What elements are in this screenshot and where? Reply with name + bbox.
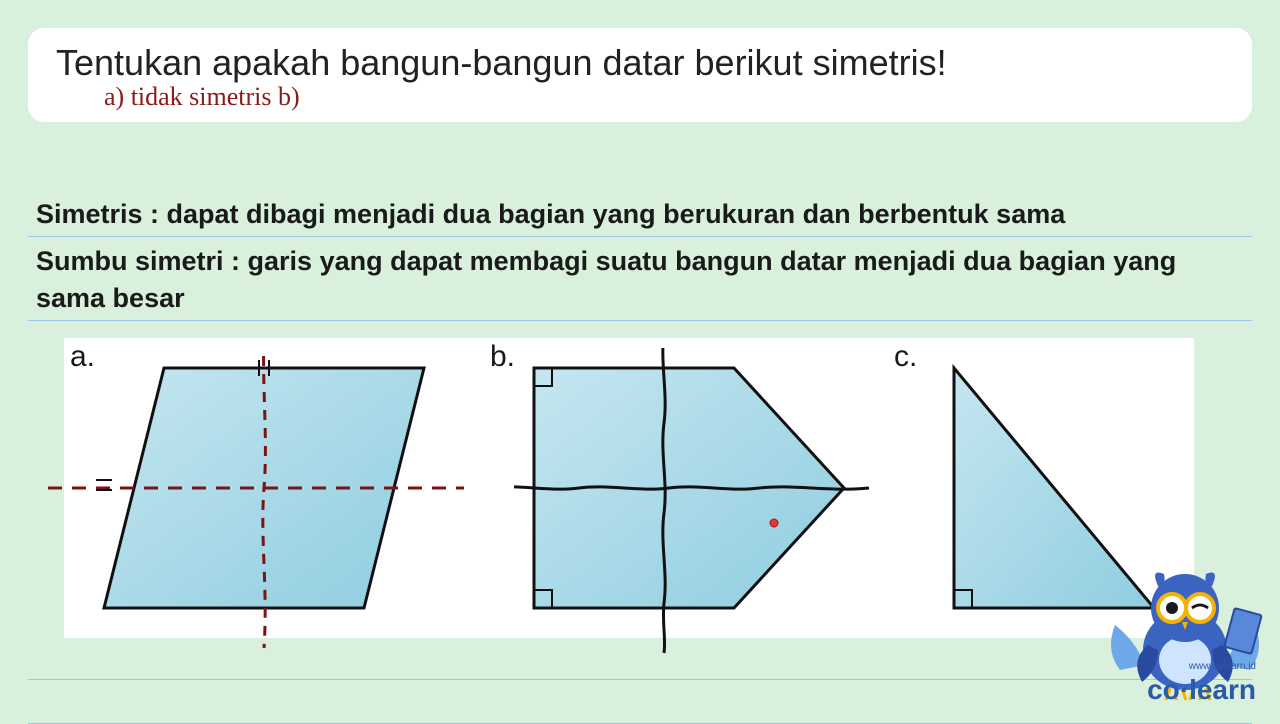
- definitions-block: Simetris : dapat dibagi menjadi dua bagi…: [28, 190, 1252, 321]
- shape-b-pentagon: [514, 348, 894, 658]
- shape-b-label: b.: [490, 340, 515, 374]
- shapes-panel: a. b.: [64, 338, 1194, 638]
- definition-simetris: Simetris : dapat dibagi menjadi dua bagi…: [28, 190, 1252, 237]
- brand-logo: co·learn: [1147, 674, 1256, 705]
- brand-url: www.colearn.id: [1147, 661, 1256, 672]
- brand-block: www.colearn.id co·learn: [1147, 661, 1256, 706]
- question-text: Tentukan apakah bangun-bangun datar beri…: [56, 42, 1224, 84]
- definition-sumbu-simetri: Sumbu simetri : garis yang dapat membagi…: [28, 237, 1252, 321]
- question-box: Tentukan apakah bangun-bangun datar beri…: [28, 28, 1252, 122]
- handwritten-answer: a) tidak simetris b): [56, 82, 1224, 112]
- shape-c-label: c.: [894, 340, 917, 374]
- shape-a-parallelogram: [44, 348, 484, 658]
